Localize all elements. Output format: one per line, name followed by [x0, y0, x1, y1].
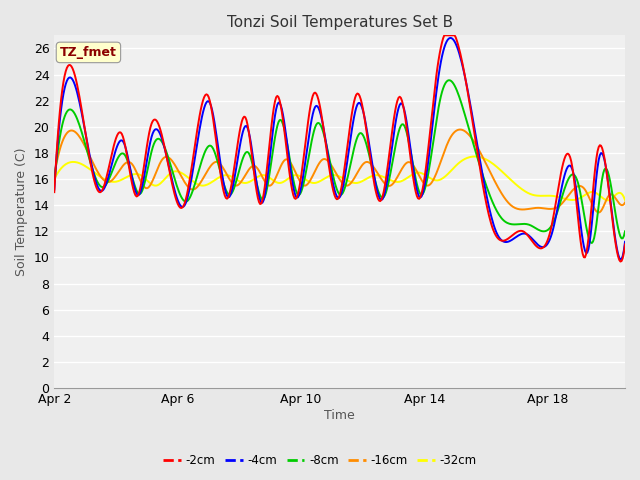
X-axis label: Time: Time [324, 409, 355, 422]
Y-axis label: Soil Temperature (C): Soil Temperature (C) [15, 147, 28, 276]
Title: Tonzi Soil Temperatures Set B: Tonzi Soil Temperatures Set B [227, 15, 452, 30]
Legend: -2cm, -4cm, -8cm, -16cm, -32cm: -2cm, -4cm, -8cm, -16cm, -32cm [159, 449, 481, 472]
Text: TZ_fmet: TZ_fmet [60, 46, 117, 59]
